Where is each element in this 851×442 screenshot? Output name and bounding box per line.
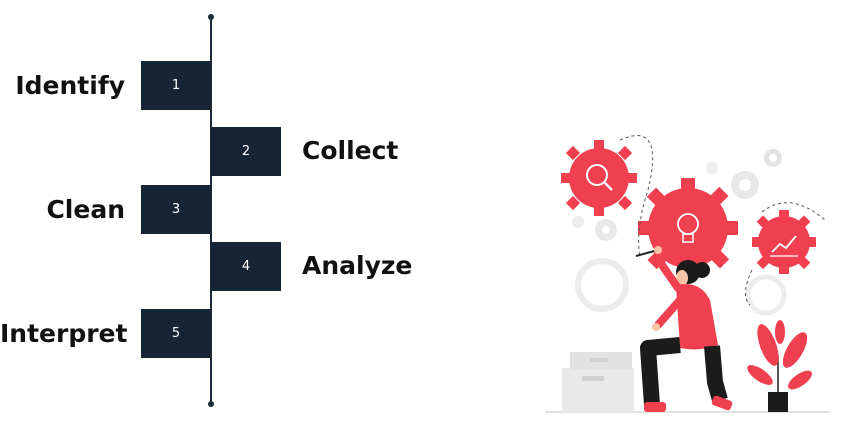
dashed-curve-icon <box>619 135 654 259</box>
chart-gear-icon <box>752 210 816 274</box>
step-label-interpret: Interpret <box>0 319 128 348</box>
step-box-1: 1 <box>141 61 211 110</box>
gray-gear-icon <box>731 171 759 199</box>
gray-gear-outline-right-icon <box>745 274 787 316</box>
step-box-2: 2 <box>211 127 281 176</box>
plant-icon <box>747 320 812 412</box>
dashed-curve-right-icon <box>761 202 826 221</box>
gray-gear-left-icon <box>595 219 617 241</box>
step-box-4: 4 <box>211 242 281 291</box>
step-label-collect: Collect <box>302 136 399 165</box>
person-adjusting-gears-illustration <box>545 135 830 413</box>
person-icon <box>635 246 733 412</box>
timeline-bottom-dot <box>208 401 214 407</box>
timeline-line <box>210 17 212 404</box>
boxes-icon <box>562 352 634 412</box>
gray-gear-outline-icon <box>575 258 629 312</box>
timeline-top-dot <box>208 14 214 20</box>
search-gear-icon <box>561 140 637 216</box>
step-box-3: 3 <box>141 185 211 234</box>
step-label-clean: Clean <box>46 195 125 224</box>
step-box-5: 5 <box>141 309 211 358</box>
gray-gear-tiny-icon <box>572 162 718 228</box>
step-label-analyze: Analyze <box>302 251 413 280</box>
step-label-identify: Identify <box>15 71 125 100</box>
gray-gear-small-icon <box>764 149 782 167</box>
